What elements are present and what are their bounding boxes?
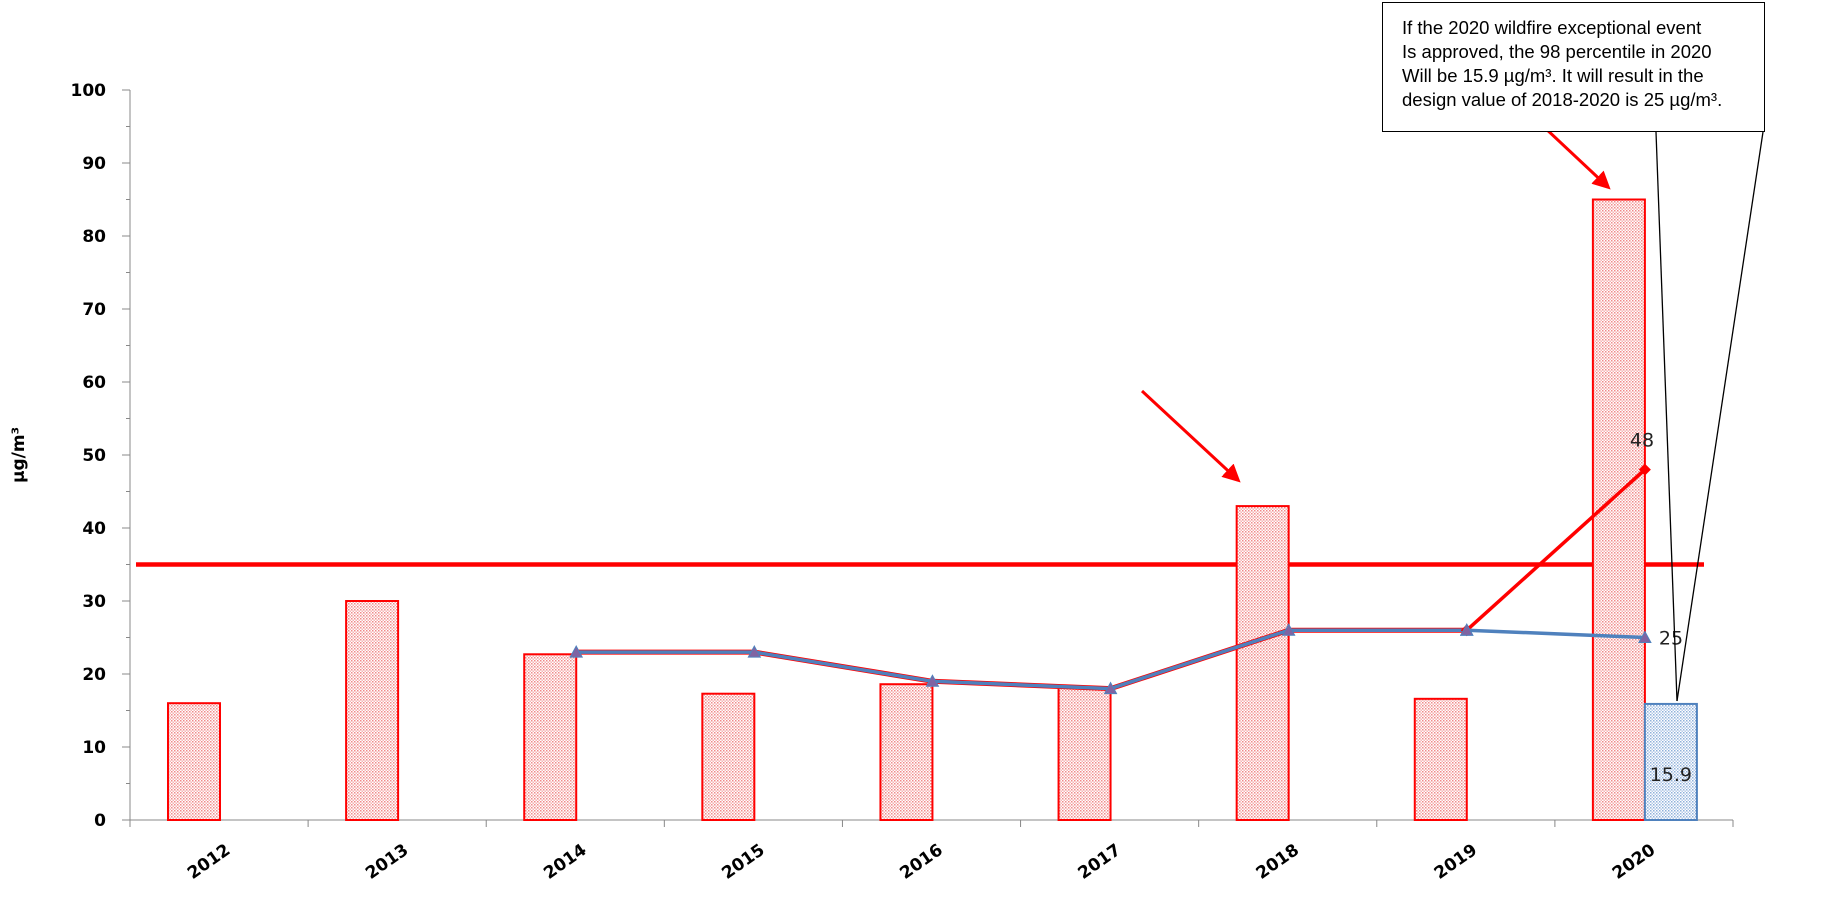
callout-line-3: Will be 15.9 µg/m³. It will result in th… [1402, 65, 1704, 86]
x-tick-label: 2013 [362, 840, 412, 884]
annotation-layer [1140, 95, 1764, 702]
y-tick-label: 20 [82, 665, 106, 685]
data-label-alt-2020: 15.9 [1650, 764, 1692, 786]
x-tick-label: 2012 [184, 840, 234, 884]
three-year-average-marker [569, 645, 584, 658]
bar-2014 [523, 653, 578, 821]
bar-2015 [701, 692, 756, 822]
three-year-average-marker [1281, 623, 1296, 636]
three-year-average-marker [747, 645, 762, 658]
projection-without-wildfire-marker [1638, 630, 1652, 643]
y-tick-label: 30 [82, 592, 106, 612]
bar-alt-2020 [1643, 702, 1698, 821]
callout-line-1: If the 2020 wildfire exceptional event [1402, 17, 1702, 38]
three-year-average-marker [925, 674, 940, 687]
bar-2016 [879, 683, 934, 821]
callout-leader-left [1655, 131, 1678, 702]
x-tick-label: 2018 [1253, 840, 1303, 884]
data-label-48: 48 [1630, 430, 1654, 452]
bar-2019 [1413, 697, 1468, 822]
bar-2013 [345, 600, 400, 821]
projection-without-wildfire-marker [1459, 623, 1474, 636]
y-tick-label: 90 [82, 154, 106, 174]
three-year-average-line [576, 628, 1467, 691]
x-tick-label: 2016 [896, 840, 946, 884]
data-label-25: 25 [1659, 628, 1683, 650]
projection-with-wildfire-line [1465, 468, 1647, 632]
x-tick-label: 2014 [540, 840, 590, 884]
callout-line-4: design value of 2018-2020 is 25 µg/m³. [1402, 89, 1723, 110]
bar-2017 [1057, 686, 1112, 821]
y-tick-label: 70 [82, 300, 106, 320]
annotation-callout-box: If the 2020 wildfire exceptional event I… [1382, 2, 1765, 132]
bar-2012 [167, 702, 221, 822]
x-tick-label: 2015 [718, 840, 768, 884]
three-year-average-marker [1103, 681, 1118, 695]
y-tick-label: 0 [94, 811, 106, 831]
x-tick-label: 2019 [1431, 840, 1481, 884]
x-tick-label: 2020 [1609, 840, 1659, 884]
x-tick-label: 2017 [1075, 840, 1125, 884]
y-tick-label: 100 [71, 81, 107, 101]
lines-layer [569, 463, 1652, 695]
bars-layer [167, 198, 1698, 822]
arrow-to-2018-bar [1140, 389, 1241, 483]
y-tick-label: 50 [82, 446, 106, 466]
y-axis-title: µg/m³ [9, 427, 29, 483]
callout-leader-right [1676, 131, 1764, 702]
projection-without-wildfire-line [1466, 628, 1645, 640]
y-tick-label: 10 [82, 738, 106, 758]
y-tick-label: 40 [82, 519, 106, 539]
avg-under-line [576, 627, 1467, 692]
y-tick-label: 60 [82, 373, 106, 393]
bar-2018 [1235, 505, 1290, 821]
y-tick-label: 80 [82, 227, 106, 247]
projection-with-wildfire-marker [1638, 463, 1651, 476]
callout-line-2: Is approved, the 98 percentile in 2020 [1402, 41, 1712, 62]
